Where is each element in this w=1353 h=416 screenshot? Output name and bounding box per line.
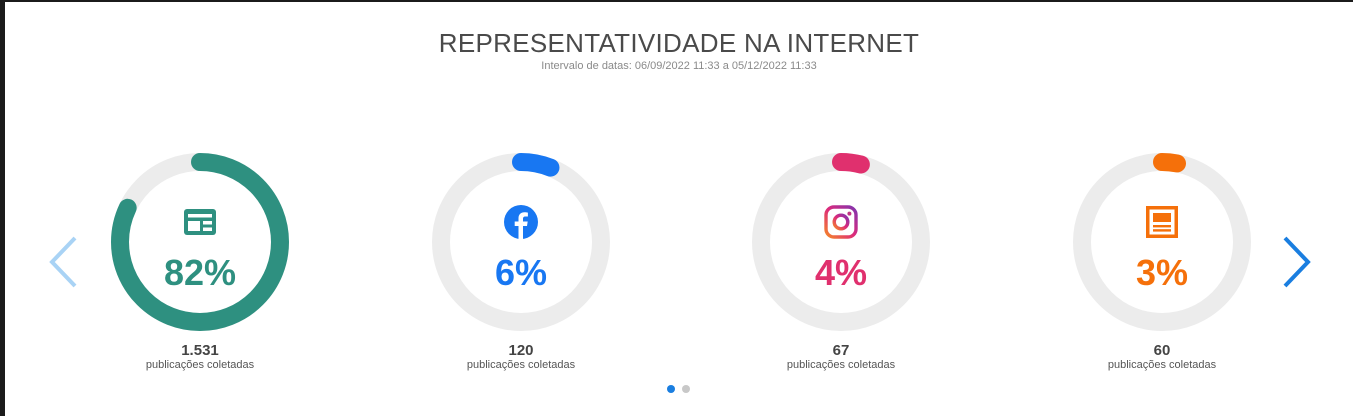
publication-count: 60 [1153, 342, 1171, 359]
facebook-icon [504, 205, 538, 239]
ring-fill [1073, 153, 1251, 331]
percentage-value: 6% [494, 252, 548, 293]
progress-ring [1073, 153, 1251, 331]
publication-count: 120 [508, 342, 534, 359]
news-site-icon [184, 209, 216, 235]
publication-count-label: publicações coletadas [1107, 359, 1217, 371]
ring-fill [111, 153, 289, 331]
previous-arrow-button[interactable] [47, 234, 79, 290]
progress-ring [111, 153, 289, 331]
publication-count-label: publicações coletadas [145, 359, 255, 371]
percentage-value: 4% [814, 252, 868, 293]
card-websites: 82% 1.531 publicações coletadas [100, 152, 300, 382]
progress-ring [752, 153, 930, 331]
pagination-dot[interactable] [667, 385, 675, 393]
chevron-right-icon [1283, 236, 1311, 288]
percentage-value: 3% [1135, 252, 1189, 293]
chevron-left-icon [49, 236, 77, 288]
representativity-panel: REPRESENTATIVIDADE NA INTERNET Intervalo… [5, 2, 1353, 416]
publication-count-label: publicações coletadas [786, 359, 896, 371]
card-newspaper: 3% 60 publicações coletadas [1062, 152, 1262, 382]
page-title: REPRESENTATIVIDADE NA INTERNET [438, 28, 920, 58]
publication-count-label: publicações coletadas [466, 359, 576, 371]
ring-track [1073, 153, 1251, 331]
card-instagram: 4% 67 publicações coletadas [741, 152, 941, 382]
instagram-icon [824, 205, 858, 239]
card-facebook: 6% 120 publicações coletadas [421, 152, 621, 382]
ring-track [432, 153, 610, 331]
next-arrow-button[interactable] [1281, 234, 1313, 290]
ring-fill [432, 153, 610, 331]
pagination-dot[interactable] [682, 385, 690, 393]
ring-track [752, 153, 930, 331]
percentage-value: 82% [163, 252, 237, 293]
newspaper-icon [1146, 206, 1178, 238]
carousel-pagination [667, 380, 697, 393]
ring-fill [752, 153, 930, 331]
progress-ring [432, 153, 610, 331]
publication-count: 1.531 [181, 342, 219, 359]
date-range-subtitle: Intervalo de datas: 06/09/2022 11:33 a 0… [541, 60, 817, 72]
publication-count: 67 [832, 342, 850, 359]
